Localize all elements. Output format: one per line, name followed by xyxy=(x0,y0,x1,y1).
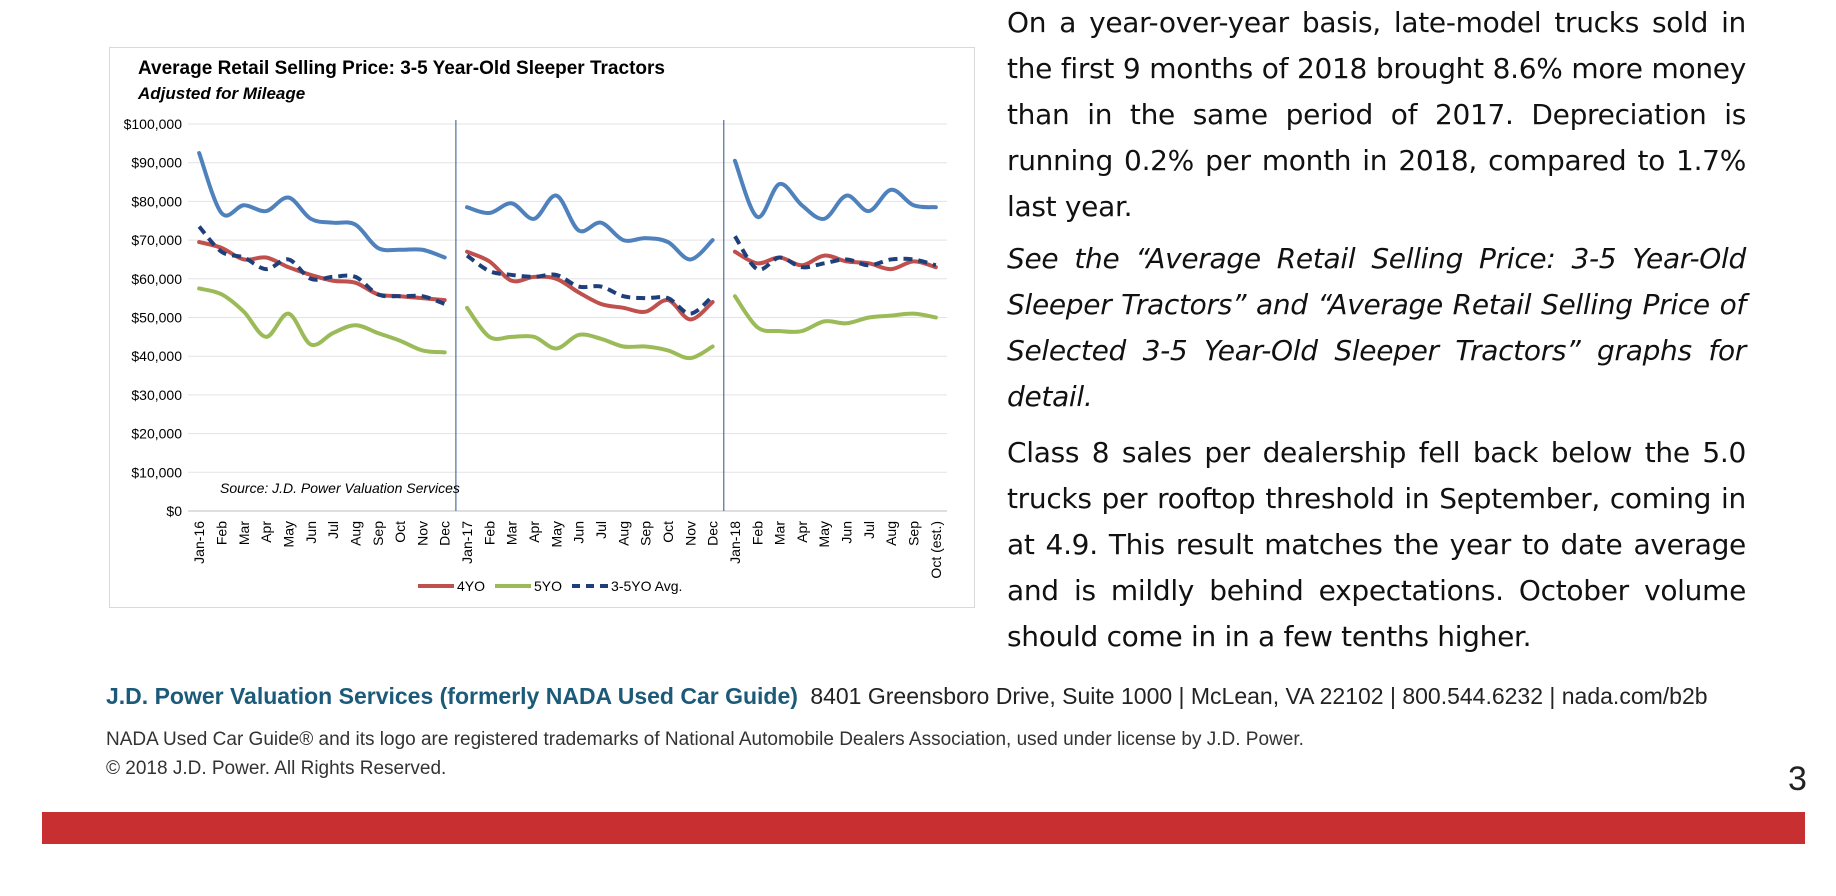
x-tick-label: Jul xyxy=(325,521,341,539)
paragraph-see-graphs: See the “Average Retail Selling Price: 3… xyxy=(1007,242,1746,413)
x-tick-label: Mar xyxy=(772,521,788,545)
x-tick-label: Apr xyxy=(526,521,542,543)
chart-source: Source: J.D. Power Valuation Services xyxy=(220,480,460,496)
series-line-3 xyxy=(465,253,714,316)
series-line-2 xyxy=(197,286,447,355)
series-line-1 xyxy=(465,249,715,322)
legend-item-avg: 3-5YO Avg. xyxy=(572,578,682,594)
y-tick-label: $30,000 xyxy=(131,387,182,403)
x-tick-label: Dec xyxy=(437,521,453,546)
x-tick-label: Jan-16 xyxy=(191,521,207,564)
series-line-3 xyxy=(733,235,937,272)
x-tick-label: Jan-17 xyxy=(459,521,475,564)
y-tick-label: $70,000 xyxy=(131,232,182,248)
x-tick-label: Jun xyxy=(303,521,319,544)
footer-contact: J.D. Power Valuation Services (formerly … xyxy=(106,683,1708,710)
x-tick-label: Oct xyxy=(392,521,408,543)
x-tick-label: Jan-18 xyxy=(727,521,743,564)
chart-legend: 4YO 5YO 3-5YO Avg. xyxy=(418,578,682,594)
x-tick-label: Oct xyxy=(660,521,676,543)
y-tick-label: $100,000 xyxy=(124,116,183,132)
x-tick-label: Sep xyxy=(906,521,922,546)
legend-item-5yo: 5YO xyxy=(495,578,562,594)
x-tick-label: May xyxy=(548,521,564,547)
footer-brand: J.D. Power Valuation Services (formerly … xyxy=(106,683,798,709)
x-tick-label: Jun xyxy=(571,521,587,544)
legend-swatch-avg xyxy=(572,584,609,588)
price-chart: $0 $10,000 $20,000 $30,000 $40,000 $50,000 $60… xyxy=(109,47,975,608)
x-tick-label: Nov xyxy=(682,521,698,546)
x-tick-label: Feb xyxy=(481,521,497,545)
footer-red-bar xyxy=(42,812,1805,844)
y-tick-label: $40,000 xyxy=(131,348,182,364)
footer-trademark: NADA Used Car Guide® and its logo are re… xyxy=(106,729,1304,750)
x-tick-label: Oct (est.) xyxy=(928,521,944,579)
chart-subtitle: Adjusted for Mileage xyxy=(138,84,306,103)
x-tick-label: Jul xyxy=(861,521,877,539)
y-tick-label: $80,000 xyxy=(131,193,182,209)
paragraph-class8-sales: Class 8 sales per dealership fell back b… xyxy=(1007,436,1746,653)
y-tick-label: $10,000 xyxy=(131,464,182,480)
x-tick-label: Jun xyxy=(839,521,855,544)
y-tick-label: $20,000 xyxy=(131,426,182,442)
x-tick-label: Jul xyxy=(593,521,609,539)
x-tick-label: Mar xyxy=(504,521,520,545)
x-tick-label: Mar xyxy=(236,521,252,545)
series-line-1 xyxy=(197,240,447,303)
x-tick-label: Aug xyxy=(615,521,631,546)
chart-title: Average Retail Selling Price: 3-5 Year-O… xyxy=(138,58,665,79)
y-tick-label: $50,000 xyxy=(131,310,182,326)
page-number: 3 xyxy=(1788,760,1807,798)
chart-plot: $0 $10,000 $20,000 $30,000 $40,000 $50,000 $60… xyxy=(124,116,947,579)
legend-swatch-4yo xyxy=(418,584,454,588)
x-tick-label: Nov xyxy=(414,521,430,546)
x-tick-label: May xyxy=(816,521,832,547)
footer-address: 8401 Greensboro Drive, Suite 1000 | McLe… xyxy=(810,683,1708,709)
series-line-0 xyxy=(465,193,715,262)
x-tick-label: Apr xyxy=(258,521,274,543)
x-tick-label: Feb xyxy=(213,521,229,545)
legend-item-4yo: 4YO xyxy=(418,578,485,594)
x-tick-label: Feb xyxy=(749,521,765,545)
paragraph-yoy: On a year-over-year basis, late-model tr… xyxy=(1007,6,1746,223)
footer-copyright: © 2018 J.D. Power. All Rights Reserved. xyxy=(106,758,447,779)
x-tick-label: Sep xyxy=(638,521,654,546)
x-tick-label: Sep xyxy=(370,521,386,546)
y-tick-label: $0 xyxy=(166,503,182,519)
y-tick-label: $60,000 xyxy=(131,271,182,287)
x-tick-label: May xyxy=(280,521,296,547)
series-line-2 xyxy=(732,294,938,334)
x-tick-label: Apr xyxy=(794,521,810,543)
x-tick-label: Aug xyxy=(347,521,363,546)
x-tick-label: Aug xyxy=(883,521,899,546)
legend-label-4yo: 4YO xyxy=(457,578,486,594)
series-line-1 xyxy=(732,249,938,272)
legend-label-5yo: 5YO xyxy=(534,578,563,594)
legend-swatch-5yo xyxy=(495,584,532,588)
legend-label-avg: 3-5YO Avg. xyxy=(611,578,683,594)
series-line-0 xyxy=(732,158,938,221)
series-line-3 xyxy=(197,225,446,306)
x-tick-label: Dec xyxy=(705,521,721,546)
series-line-0 xyxy=(197,151,447,260)
series-line-2 xyxy=(465,305,715,361)
y-tick-label: $90,000 xyxy=(131,155,182,171)
